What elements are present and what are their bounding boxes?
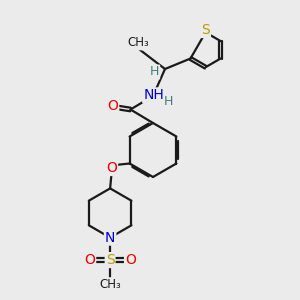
Text: N: N — [105, 231, 115, 244]
Text: CH₃: CH₃ — [127, 36, 149, 50]
Text: S: S — [106, 253, 115, 267]
Text: H: H — [150, 65, 159, 79]
Text: NH: NH — [143, 88, 164, 102]
Text: O: O — [84, 253, 95, 267]
Text: O: O — [107, 99, 118, 113]
Text: H: H — [164, 95, 173, 108]
Text: S: S — [201, 23, 210, 37]
Text: CH₃: CH₃ — [99, 278, 121, 291]
Text: O: O — [125, 253, 136, 267]
Text: O: O — [106, 161, 117, 175]
